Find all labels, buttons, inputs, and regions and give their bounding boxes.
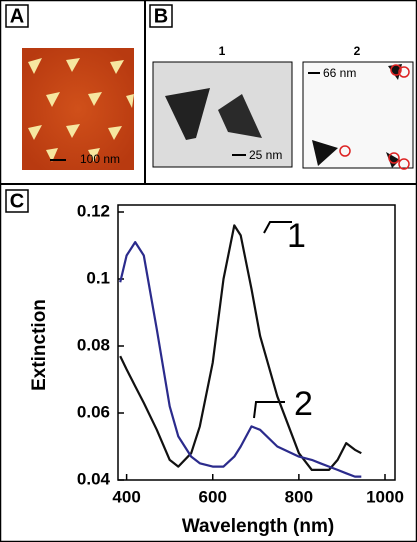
line-series bbox=[120, 225, 361, 470]
y-tick-label: 0.08 bbox=[77, 335, 110, 354]
page: {"panels": { "a": {"label": "A", "scale_… bbox=[0, 0, 417, 542]
x-axis-title: Wavelength (nm) bbox=[182, 516, 334, 537]
y-tick-label: 0.12 bbox=[77, 201, 110, 220]
y-tick-label: 0.06 bbox=[77, 402, 110, 421]
x-tick-label: 600 bbox=[199, 487, 227, 506]
scale-bar-label: 66 nm bbox=[323, 66, 356, 80]
x-tick-label: 1000 bbox=[366, 487, 404, 506]
panel-label: B bbox=[154, 5, 168, 27]
scale-bar-label: 100 nm bbox=[80, 152, 120, 166]
image-title: 1 bbox=[219, 44, 226, 58]
image-title: 2 bbox=[354, 44, 361, 58]
panel-label: A bbox=[10, 5, 24, 27]
series-annotation: 1 bbox=[287, 217, 306, 255]
panel-label: C bbox=[10, 190, 24, 212]
x-tick-label: 800 bbox=[285, 487, 313, 506]
line-series bbox=[120, 242, 361, 477]
y-axis-title: Extinction bbox=[29, 299, 50, 391]
x-tick-label: 400 bbox=[112, 487, 140, 506]
y-tick-label: 0.1 bbox=[86, 268, 110, 287]
figure: A 100 nm B 1 25 nm 2 66 nm C Wavelength … bbox=[0, 0, 417, 542]
scale-bar-label: 25 nm bbox=[249, 148, 282, 162]
series-annotation: 2 bbox=[294, 385, 313, 423]
y-tick-label: 0.04 bbox=[77, 469, 111, 488]
